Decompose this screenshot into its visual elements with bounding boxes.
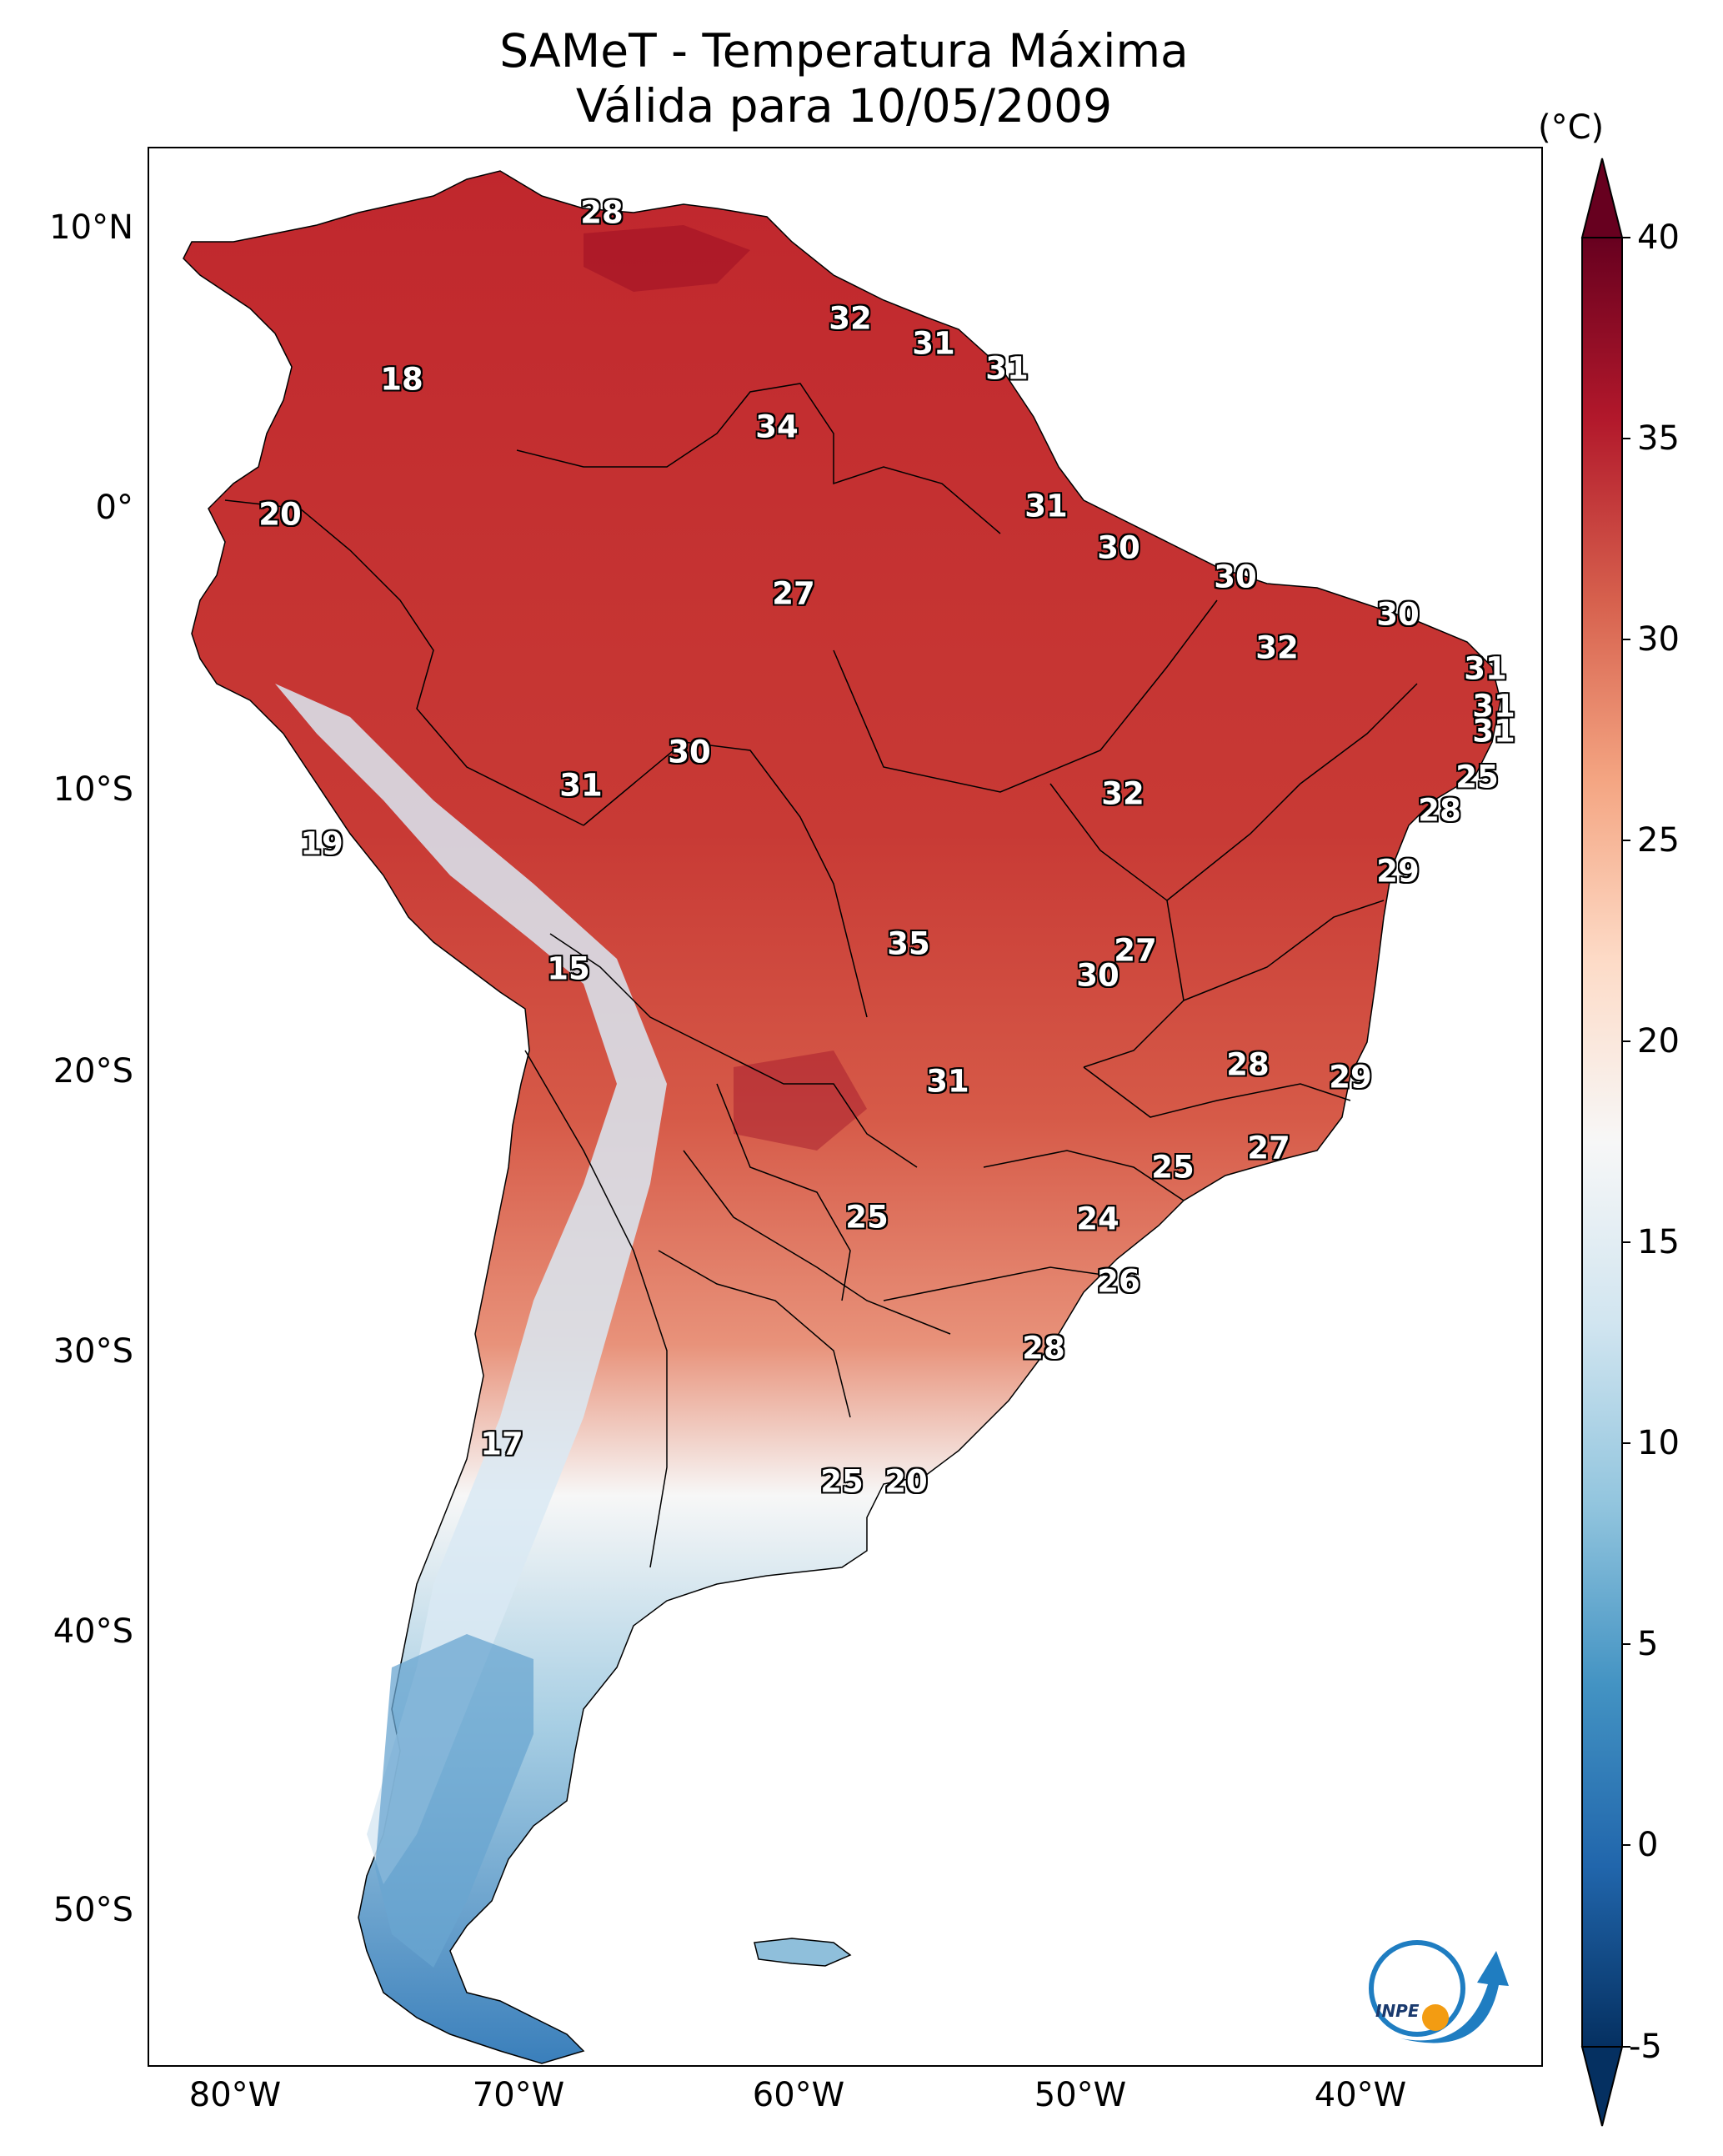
temp-label: 15 bbox=[547, 950, 590, 987]
temp-label: 28 bbox=[1226, 1046, 1270, 1083]
temp-label: 31 bbox=[1024, 488, 1068, 524]
lon-tick-50w: 50°W bbox=[1034, 2076, 1127, 2114]
inpe-logo-text: INPE bbox=[1375, 2001, 1420, 2021]
temp-label: 30 bbox=[1376, 596, 1420, 633]
temp-label: 30 bbox=[1076, 957, 1119, 994]
patagonia-cold bbox=[375, 1634, 533, 1968]
temp-label: 31 bbox=[926, 1063, 969, 1100]
temp-label: 32 bbox=[1101, 775, 1144, 812]
temp-label: 20 bbox=[258, 496, 302, 533]
temp-label: 30 bbox=[668, 734, 711, 770]
chart-title-line2: Válida para 10/05/2009 bbox=[575, 79, 1113, 133]
temp-label: 31 bbox=[985, 350, 1029, 387]
temp-label: 32 bbox=[829, 300, 872, 337]
temp-label: 26 bbox=[1097, 1263, 1140, 1300]
warm-core-north bbox=[584, 225, 750, 292]
lon-tick-70w: 70°W bbox=[472, 2076, 565, 2114]
lon-tick-80w: 80°W bbox=[188, 2076, 282, 2114]
temp-label: 35 bbox=[887, 925, 930, 962]
temp-label: 17 bbox=[480, 1426, 523, 1462]
temp-label: 25 bbox=[1455, 759, 1499, 795]
lat-tick-0: 0° bbox=[95, 489, 133, 527]
lat-tick-10n: 10°N bbox=[49, 208, 133, 247]
colorbar-tick-10: 10 bbox=[1637, 1424, 1680, 1462]
country-borders bbox=[224, 383, 1418, 1568]
colorbar-tick-minus5: -5 bbox=[1629, 2028, 1662, 2066]
colorbar-tick-30: 30 bbox=[1637, 620, 1680, 659]
lat-tick-50s: 50°S bbox=[53, 1891, 133, 1929]
temp-label: 31 bbox=[1464, 650, 1507, 687]
temp-label: 31 bbox=[1472, 688, 1515, 725]
colorbar-max-arrow bbox=[1580, 158, 1624, 238]
chart-title-line1: SAMeT - Temperatura Máxima bbox=[499, 24, 1189, 78]
temp-label: 20 bbox=[884, 1463, 928, 1500]
lat-tick-30s: 30°S bbox=[53, 1332, 133, 1371]
temp-label: 27 bbox=[772, 575, 815, 612]
colorbar-min-arrow bbox=[1580, 2046, 1624, 2127]
temp-label: 25 bbox=[820, 1463, 864, 1500]
colorbar-tick-25: 25 bbox=[1637, 821, 1680, 860]
temp-label: 24 bbox=[1076, 1201, 1119, 1237]
temp-label: 29 bbox=[1376, 853, 1420, 890]
temp-label: 30 bbox=[1097, 529, 1140, 566]
lon-tick-40w: 40°W bbox=[1314, 2076, 1407, 2114]
temp-label: 28 bbox=[1418, 792, 1461, 829]
colorbar-tick-35: 35 bbox=[1637, 419, 1680, 458]
temp-label: 25 bbox=[1151, 1149, 1195, 1186]
temp-label: 31 bbox=[559, 767, 603, 804]
temp-label: 31 bbox=[912, 325, 955, 362]
lat-tick-40s: 40°S bbox=[53, 1612, 133, 1651]
temp-label: 31 bbox=[1472, 713, 1515, 750]
colorbar bbox=[1580, 158, 1630, 2127]
colorbar-gradient bbox=[1581, 237, 1623, 2048]
temp-label: 18 bbox=[380, 361, 423, 398]
inpe-logo bbox=[1369, 1940, 1509, 2043]
temp-label: 19 bbox=[300, 825, 343, 862]
temp-label: 27 bbox=[1247, 1130, 1290, 1166]
temp-label: 30 bbox=[1214, 559, 1257, 595]
colorbar-unit: (°C) bbox=[1538, 108, 1605, 147]
falkland-islands bbox=[754, 1938, 852, 1967]
temp-label: 28 bbox=[1022, 1330, 1065, 1366]
temp-label: 27 bbox=[1114, 932, 1157, 969]
temp-label: 28 bbox=[580, 194, 624, 231]
colorbar-tick-40: 40 bbox=[1637, 218, 1680, 257]
lon-tick-60w: 60°W bbox=[752, 2076, 845, 2114]
colorbar-tick-0: 0 bbox=[1637, 1826, 1659, 1864]
colorbar-tick-5: 5 bbox=[1637, 1625, 1659, 1663]
colorbar-tick-20: 20 bbox=[1637, 1022, 1680, 1060]
temp-label: 34 bbox=[755, 409, 799, 445]
colorbar-tick-15: 15 bbox=[1637, 1223, 1680, 1261]
temp-label: 29 bbox=[1329, 1059, 1372, 1096]
lat-tick-10s: 10°S bbox=[53, 770, 133, 809]
temp-label: 25 bbox=[845, 1199, 889, 1236]
temp-label: 32 bbox=[1255, 629, 1299, 666]
lat-tick-20s: 20°S bbox=[53, 1052, 133, 1091]
